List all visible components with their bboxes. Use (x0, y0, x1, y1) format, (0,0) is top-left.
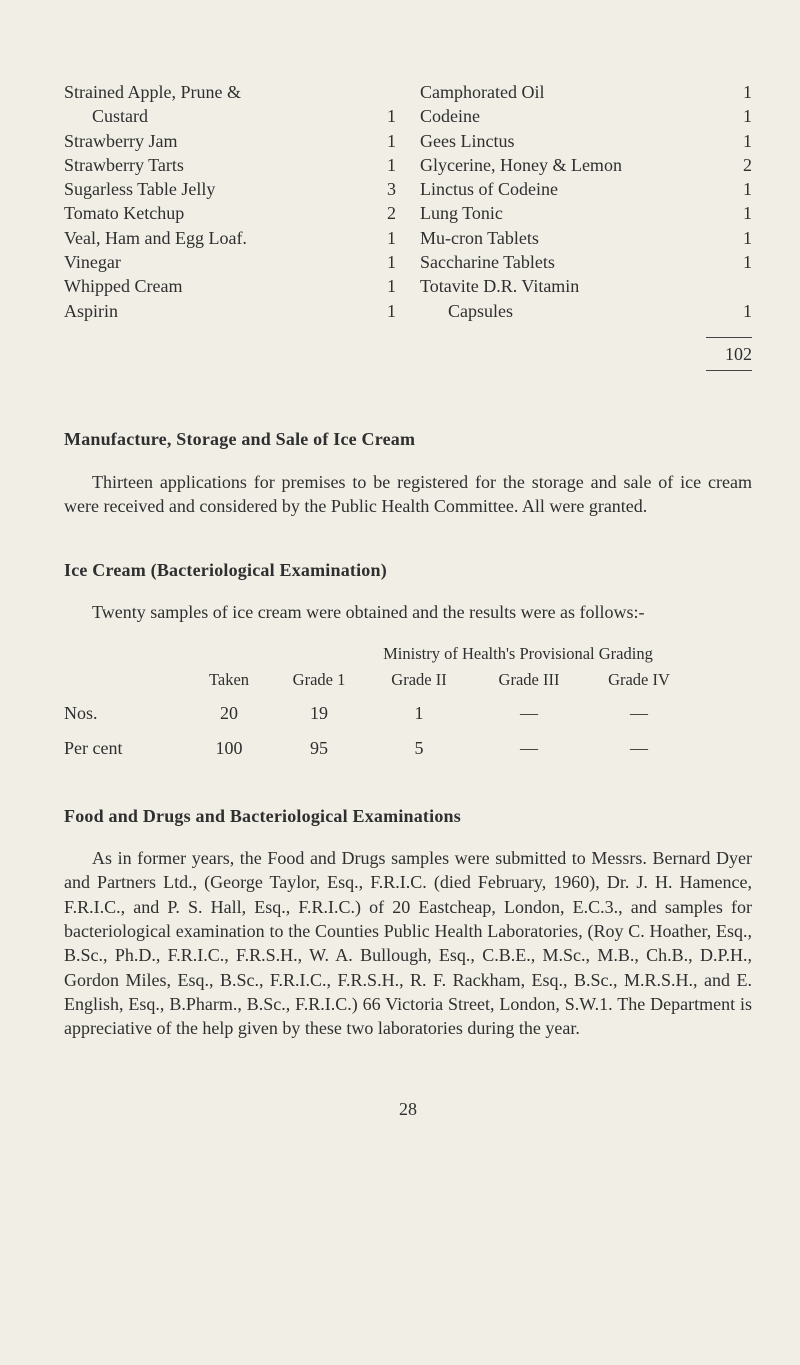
grade-cell-g2: 1 (364, 701, 474, 725)
section-bacteriological-heading: Ice Cream (Bacteriological Examination) (64, 558, 752, 582)
grade-row-label: Per cent (64, 736, 184, 760)
total-value: 102 (408, 338, 752, 366)
item-value: 1 (732, 104, 752, 128)
item-value: 1 (376, 153, 396, 177)
item-value: 1 (732, 250, 752, 274)
grade-col-g2: Grade II (364, 669, 474, 691)
item-row: Codeine1 (420, 104, 752, 128)
left-column: Strained Apple, Prune &Custard1Strawberr… (64, 80, 396, 323)
grade-cell-g3: — (474, 701, 584, 725)
item-row: Totavite D.R. Vitamin (420, 274, 752, 298)
item-label: Vinegar (64, 250, 376, 274)
grade-data-row: Nos.20191—— (64, 701, 752, 725)
item-label: Whipped Cream (64, 274, 376, 298)
section-manufacture-heading: Manufacture, Storage and Sale of Ice Cre… (64, 427, 752, 451)
item-label: Aspirin (64, 299, 376, 323)
grade-cell-g4: — (584, 701, 694, 725)
item-row: Tomato Ketchup2 (64, 201, 396, 225)
grade-cell-g1: 19 (274, 701, 364, 725)
grade-cell-g3: — (474, 736, 584, 760)
total-rule-bottom (706, 370, 752, 371)
item-value: 1 (376, 129, 396, 153)
item-label: Glycerine, Honey & Lemon (420, 153, 732, 177)
item-row: Saccharine Tablets1 (420, 250, 752, 274)
item-row: Sugarless Table Jelly3 (64, 177, 396, 201)
grade-cell-g2: 5 (364, 736, 474, 760)
item-value: 1 (376, 104, 396, 128)
item-row: Vinegar1 (64, 250, 396, 274)
section-food-drugs-heading: Food and Drugs and Bacteriological Exami… (64, 804, 752, 828)
items-two-column: Strained Apple, Prune &Custard1Strawberr… (64, 80, 752, 323)
grade-cell-taken: 100 (184, 736, 274, 760)
grade-col-g4: Grade IV (584, 669, 694, 691)
item-label: Strained Apple, Prune & (64, 80, 376, 104)
right-column: Camphorated Oil1Codeine1Gees Linctus1Gly… (420, 80, 752, 323)
item-row: Mu-cron Tablets1 (420, 226, 752, 250)
grade-cell-taken: 20 (184, 701, 274, 725)
grade-row-label: Nos. (64, 701, 184, 725)
item-label: Linctus of Codeine (420, 177, 732, 201)
item-row: Glycerine, Honey & Lemon2 (420, 153, 752, 177)
item-label: Lung Tonic (420, 201, 732, 225)
item-label: Custard (64, 104, 376, 128)
grade-col-g3: Grade III (474, 669, 584, 691)
item-row: Linctus of Codeine1 (420, 177, 752, 201)
item-label: Strawberry Tarts (64, 153, 376, 177)
item-value: 1 (376, 274, 396, 298)
item-value: 1 (732, 80, 752, 104)
item-label: Sugarless Table Jelly (64, 177, 376, 201)
item-row: Aspirin1 (64, 299, 396, 323)
item-row: Gees Linctus1 (420, 129, 752, 153)
item-label: Totavite D.R. Vitamin (420, 274, 732, 298)
item-value: 3 (376, 177, 396, 201)
item-row: Strawberry Jam1 (64, 129, 396, 153)
grade-data-row: Per cent100955—— (64, 736, 752, 760)
item-row: Camphorated Oil1 (420, 80, 752, 104)
item-label: Veal, Ham and Egg Loaf. (64, 226, 376, 250)
item-label: Strawberry Jam (64, 129, 376, 153)
item-value: 1 (376, 299, 396, 323)
page-number: 28 (64, 1097, 752, 1121)
section-manufacture-para: Thirteen applications for premises to be… (64, 470, 752, 519)
section-food-drugs-para: As in former years, the Food and Drugs s… (64, 846, 752, 1040)
item-value: 1 (376, 226, 396, 250)
item-row: Veal, Ham and Egg Loaf.1 (64, 226, 396, 250)
item-row: Strawberry Tarts1 (64, 153, 396, 177)
item-label: Mu-cron Tablets (420, 226, 732, 250)
item-row: Whipped Cream1 (64, 274, 396, 298)
grade-table: Ministry of Health's Provisional Grading… (64, 643, 752, 760)
item-label: Gees Linctus (420, 129, 732, 153)
item-value: 1 (732, 129, 752, 153)
grade-col-taken: Taken (184, 669, 274, 691)
item-value: 1 (732, 177, 752, 201)
item-label: Camphorated Oil (420, 80, 732, 104)
item-value: 1 (732, 201, 752, 225)
item-label: Saccharine Tablets (420, 250, 732, 274)
item-row: Strained Apple, Prune & (64, 80, 396, 104)
item-value: 1 (732, 226, 752, 250)
section-bacteriological-para: Twenty samples of ice cream were obtaine… (64, 600, 752, 624)
item-label: Codeine (420, 104, 732, 128)
grade-col-g1: Grade 1 (274, 669, 364, 691)
item-label: Capsules (420, 299, 732, 323)
grade-cell-g1: 95 (274, 736, 364, 760)
item-row: Lung Tonic1 (420, 201, 752, 225)
item-row: Capsules1 (420, 299, 752, 323)
item-value: 1 (732, 299, 752, 323)
grade-cell-g4: — (584, 736, 694, 760)
item-label: Tomato Ketchup (64, 201, 376, 225)
item-row: Custard1 (64, 104, 396, 128)
item-value: 2 (376, 201, 396, 225)
grade-super-header: Ministry of Health's Provisional Grading (284, 643, 752, 665)
item-value: 1 (376, 250, 396, 274)
item-value: 2 (732, 153, 752, 177)
